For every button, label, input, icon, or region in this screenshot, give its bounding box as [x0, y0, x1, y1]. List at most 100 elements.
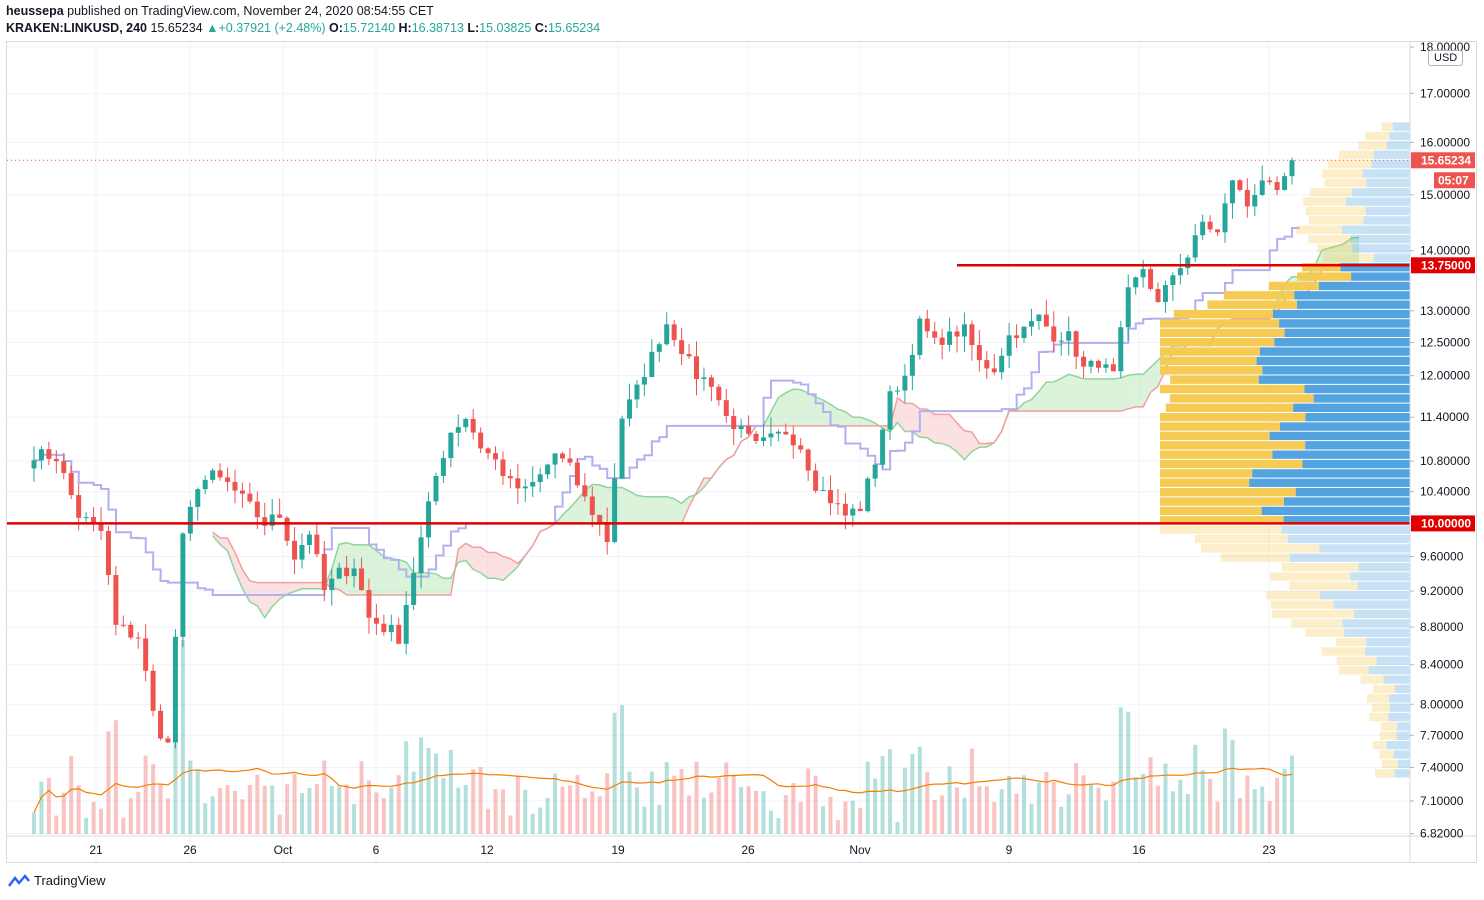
vp-up-bar [1272, 450, 1410, 459]
volume-bar [1044, 772, 1049, 834]
publisher-name[interactable]: heussepa [6, 4, 64, 18]
vp-up-bar [1295, 487, 1410, 497]
candle-body [1058, 340, 1064, 342]
candle-body [1103, 364, 1109, 368]
vp-up-bar [1293, 403, 1410, 412]
volume-bar [508, 815, 513, 834]
volume-bar [917, 746, 922, 834]
volume-bar [433, 753, 438, 834]
cloud-segment [845, 411, 853, 426]
low-label: L: [467, 21, 480, 35]
cloud-segment [249, 580, 258, 606]
vp-up-bar [1287, 534, 1410, 544]
volume-bar [605, 773, 610, 834]
cloud-segment [808, 393, 816, 426]
volume-bar [657, 804, 662, 834]
time-tick-label: 19 [611, 843, 625, 857]
volume-bar [880, 756, 885, 834]
volume-profile [1160, 122, 1410, 778]
volume-bar [642, 806, 647, 834]
vp-down-bar [1336, 656, 1377, 666]
volume-bar [1148, 757, 1153, 834]
candle-body [470, 418, 476, 433]
cloud-segment [793, 389, 801, 426]
candle-body [574, 462, 580, 486]
volume-bar [1252, 789, 1257, 834]
vp-up-bar [1259, 347, 1410, 356]
candle-body [775, 431, 781, 434]
vp-up-bar [1305, 412, 1410, 422]
volume-bar [1170, 791, 1175, 834]
price-change: +0.37921 (+2.48%) [218, 21, 326, 35]
volume-bar [716, 777, 721, 834]
vp-down-bar [1268, 281, 1319, 291]
volume-bar [411, 771, 416, 834]
cloud-segment [1098, 378, 1106, 412]
price-tick-label: 12.50000 [1420, 336, 1470, 350]
volume-bar [419, 737, 424, 834]
candle-body [582, 485, 588, 497]
volume-bar [292, 773, 297, 834]
candle-body [641, 376, 647, 385]
volume-bar [627, 771, 632, 834]
volume-bar [359, 761, 364, 834]
candle-body [1282, 176, 1288, 190]
price-tick-label: 9.20000 [1420, 584, 1464, 598]
candle-body [1192, 235, 1198, 258]
volume-bar [1163, 763, 1168, 834]
candle-body [269, 514, 275, 526]
volume-bar [329, 786, 334, 834]
candle-body [857, 508, 863, 512]
vp-up-bar [1358, 562, 1410, 572]
vp-up-bar [1281, 525, 1410, 534]
candle-body [731, 416, 737, 430]
symbol-label[interactable]: KRAKEN:LINKUSD, 240 [6, 21, 147, 35]
cloud-segment [562, 507, 570, 524]
volume-bar [1074, 763, 1079, 834]
candle-body [880, 429, 886, 465]
vp-down-bar [1306, 206, 1366, 216]
volume-bar [151, 764, 156, 834]
volume-bar [374, 792, 379, 834]
candle-body [359, 568, 365, 591]
cloud-segment [778, 392, 786, 426]
cloud-segment [428, 572, 436, 596]
vp-up-bar [1395, 684, 1410, 694]
candle-body [887, 391, 893, 430]
volume-bar [768, 810, 773, 834]
cloud-segment [1083, 378, 1092, 412]
cloud-segment [1031, 391, 1039, 412]
candle-body [277, 514, 283, 518]
volume-bar [620, 705, 625, 834]
tradingview-logo: TradingView [8, 873, 106, 888]
candle-body [500, 459, 506, 477]
vp-down-bar [1324, 178, 1367, 188]
candle-body [656, 344, 662, 352]
vp-down-bar [1160, 328, 1285, 338]
volume-bar [1141, 773, 1146, 834]
volume-bar [932, 800, 937, 834]
volume-bar [821, 806, 826, 834]
volume-bar [1178, 779, 1183, 834]
vp-up-bar [1353, 609, 1410, 619]
candle-body [567, 458, 573, 463]
vp-down-bar [1310, 188, 1353, 197]
candle-body [1177, 268, 1183, 276]
candle-body [418, 537, 424, 574]
candle-body [1148, 269, 1154, 289]
vp-up-bar [1256, 356, 1410, 366]
candle-body [31, 460, 37, 469]
ohlc-legend: KRAKEN:LINKUSD, 240 15.65234 ▲+0.37921 (… [6, 21, 600, 35]
vp-down-bar [1160, 516, 1284, 525]
cloud-segment [666, 496, 675, 524]
vp-up-bar [1289, 553, 1410, 562]
volume-bar [746, 786, 751, 834]
volume-bar [590, 791, 595, 834]
cloud-segment [569, 499, 578, 524]
currency-badge[interactable]: USD [1428, 50, 1464, 66]
candle-body [1252, 195, 1258, 207]
candle-body [135, 637, 141, 639]
volume-bar [1118, 707, 1123, 834]
cloud-segment [1150, 360, 1159, 393]
